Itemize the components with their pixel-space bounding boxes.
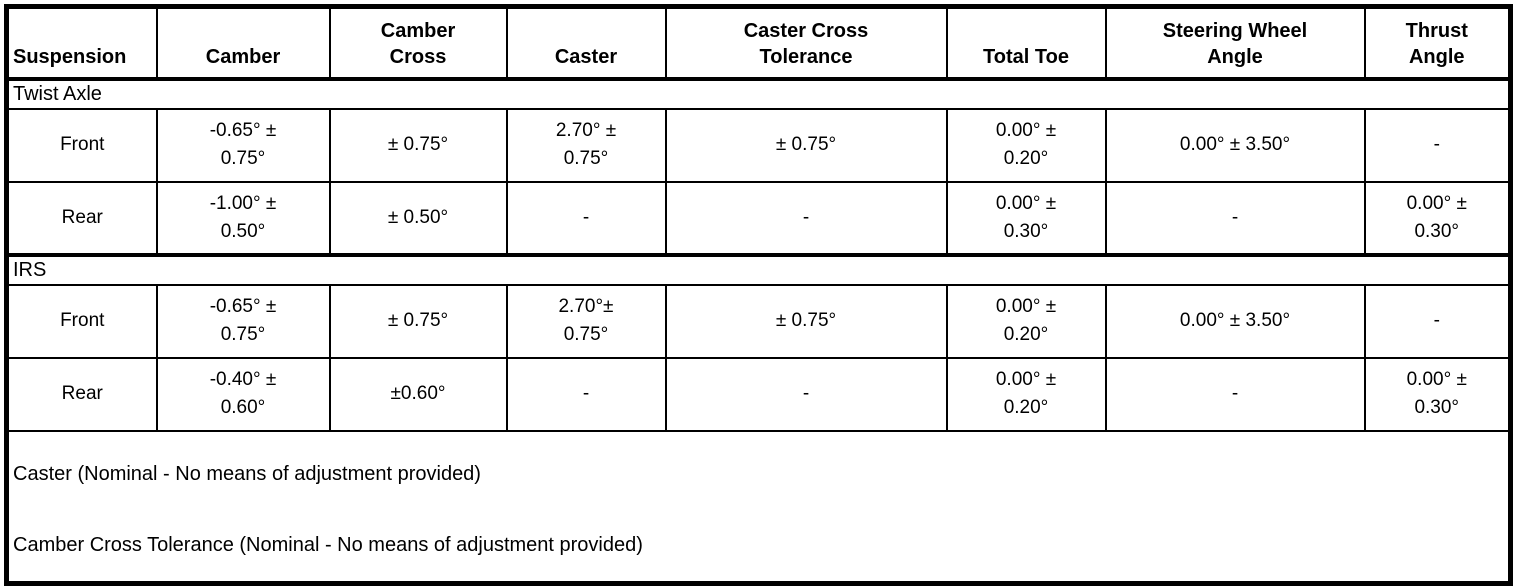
cell-caster-cross-tolerance: ± 0.75° xyxy=(664,107,948,183)
header-suspension: Suspension xyxy=(5,5,158,80)
footnotes-cell: Caster (Nominal - No means of adjustment… xyxy=(5,429,1512,584)
cell-camber: -0.40° ± 0.60° xyxy=(155,356,331,432)
table-row-twist-axle-rear: Rear -1.00° ± 0.50° ± 0.50° - - 0.00° ± … xyxy=(5,180,1512,256)
header-camber: Camber xyxy=(155,5,331,80)
cell-total-toe: 0.00° ± 0.20° xyxy=(945,107,1107,183)
cell-camber-cross: ± 0.75° xyxy=(328,107,508,183)
page: Suspension Camber Camber Cross Caster Ca… xyxy=(4,4,1513,586)
cell-thrust-angle: - xyxy=(1363,283,1512,359)
cell-caster-cross-tolerance: ± 0.75° xyxy=(664,283,948,359)
header-total-toe: Total Toe xyxy=(945,5,1107,80)
table-row-irs-rear: Rear -0.40° ± 0.60° ±0.60° - - 0.00° ± 0… xyxy=(5,356,1512,432)
cell-steering-wheel-angle: 0.00° ± 3.50° xyxy=(1104,283,1366,359)
cell-steering-wheel-angle: - xyxy=(1104,356,1366,432)
footnote-camber-cross-tolerance: Camber Cross Tolerance (Nominal - No mea… xyxy=(13,533,643,556)
cell-camber: -0.65° ± 0.75° xyxy=(155,283,331,359)
cell-caster: 2.70°± 0.75° xyxy=(505,283,667,359)
cell-camber-cross: ±0.60° xyxy=(328,356,508,432)
cell-caster: 2.70° ± 0.75° xyxy=(505,107,667,183)
section-title-twist-axle: Twist Axle xyxy=(5,77,1512,110)
cell-camber: -0.65° ± 0.75° xyxy=(155,107,331,183)
alignment-spec-table: Suspension Camber Camber Cross Caster Ca… xyxy=(4,4,1513,586)
cell-total-toe: 0.00° ± 0.20° xyxy=(945,356,1107,432)
table-row-twist-axle-front: Front -0.65° ± 0.75° ± 0.75° 2.70° ± 0.7… xyxy=(5,107,1512,183)
cell-total-toe: 0.00° ± 0.20° xyxy=(945,283,1107,359)
header-caster-cross-tolerance: Caster Cross Tolerance xyxy=(664,5,948,80)
cell-caster: - xyxy=(505,180,667,256)
header-camber-cross: Camber Cross xyxy=(328,5,508,80)
row-label-front: Front xyxy=(5,283,158,359)
cell-caster-cross-tolerance: - xyxy=(664,356,948,432)
row-label-rear: Rear xyxy=(5,356,158,432)
cell-camber-cross: ± 0.50° xyxy=(328,180,508,256)
cell-total-toe: 0.00° ± 0.30° xyxy=(945,180,1107,256)
cell-caster: - xyxy=(505,356,667,432)
cell-thrust-angle: 0.00° ± 0.30° xyxy=(1363,180,1512,256)
cell-camber: -1.00° ± 0.50° xyxy=(155,180,331,256)
header-steering-wheel-angle: Steering Wheel Angle xyxy=(1104,5,1366,80)
cell-thrust-angle: - xyxy=(1363,107,1512,183)
header-thrust-angle: Thrust Angle xyxy=(1363,5,1512,80)
header-row: Suspension Camber Camber Cross Caster Ca… xyxy=(5,5,1512,80)
footnotes-row: Caster (Nominal - No means of adjustment… xyxy=(5,429,1512,584)
cell-thrust-angle: 0.00° ± 0.30° xyxy=(1363,356,1512,432)
header-caster: Caster xyxy=(505,5,667,80)
cell-steering-wheel-angle: - xyxy=(1104,180,1366,256)
row-label-rear: Rear xyxy=(5,180,158,256)
table-row-irs-front: Front -0.65° ± 0.75° ± 0.75° 2.70°± 0.75… xyxy=(5,283,1512,359)
cell-camber-cross: ± 0.75° xyxy=(328,283,508,359)
section-title-irs: IRS xyxy=(5,253,1512,286)
row-label-front: Front xyxy=(5,107,158,183)
section-row-irs: IRS xyxy=(5,253,1512,286)
section-row-twist-axle: Twist Axle xyxy=(5,77,1512,110)
cell-steering-wheel-angle: 0.00° ± 3.50° xyxy=(1104,107,1366,183)
footnote-caster: Caster (Nominal - No means of adjustment… xyxy=(13,462,481,485)
cell-caster-cross-tolerance: - xyxy=(664,180,948,256)
